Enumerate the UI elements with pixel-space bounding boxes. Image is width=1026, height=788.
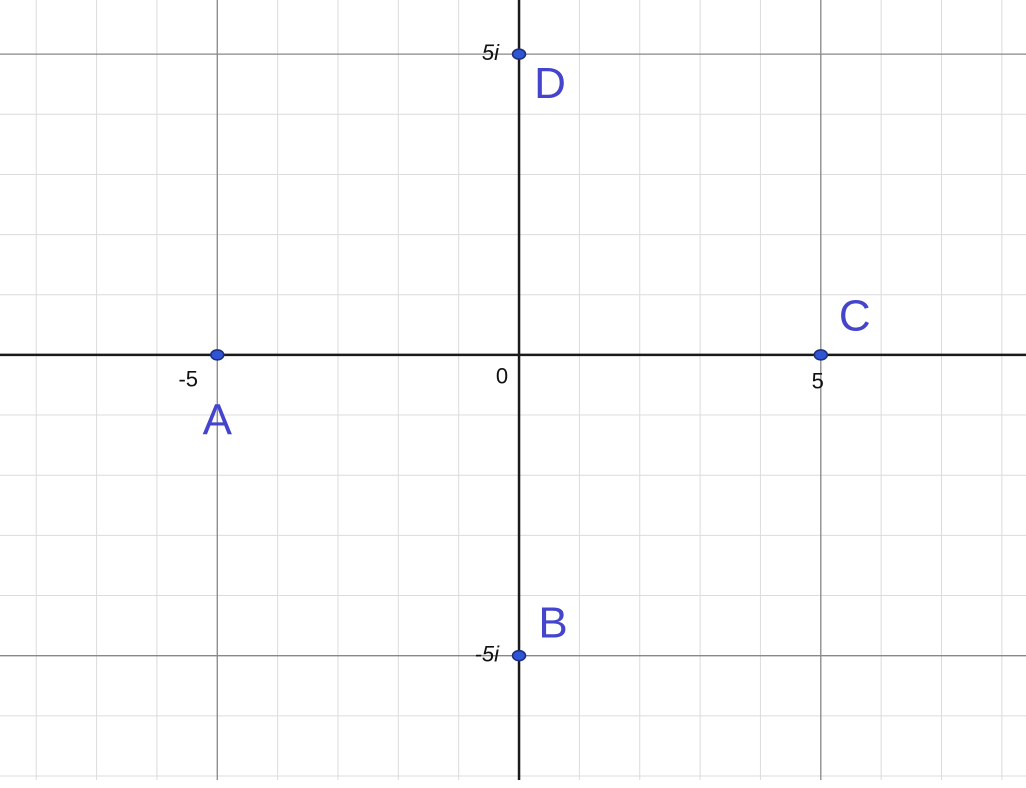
point-label: B	[538, 598, 567, 647]
y-tick-label: -5i	[475, 641, 501, 666]
point	[210, 349, 225, 361]
point	[511, 48, 527, 60]
point	[511, 649, 527, 662]
x-tick-label: 0	[496, 364, 508, 389]
point-label: D	[534, 59, 566, 108]
x-tick-label: 5	[812, 369, 824, 394]
point-label: A	[203, 396, 233, 445]
point	[813, 349, 829, 361]
x-tick-label: -5	[178, 367, 198, 392]
point-label: C	[839, 292, 871, 341]
y-tick-label: 5i	[482, 40, 500, 65]
